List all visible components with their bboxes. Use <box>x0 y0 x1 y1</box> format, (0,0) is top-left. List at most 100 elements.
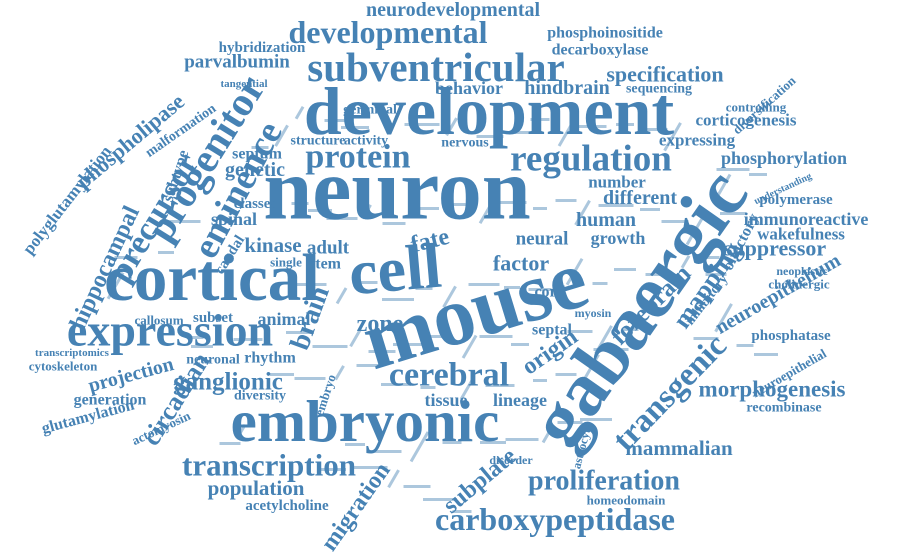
cloud-word-neuronal: neuronal <box>186 353 240 368</box>
filler-word-texture <box>567 330 593 333</box>
filler-word-texture <box>593 348 629 351</box>
cloud-word-polymerase: polymerase <box>759 192 833 208</box>
cloud-word-suppressor: suppressor <box>724 236 827 261</box>
filler-word-texture <box>693 337 719 340</box>
cloud-word-myosin: myosin <box>575 306 612 320</box>
cloud-word-mammalian: mammalian <box>625 436 733 460</box>
filler-word-texture <box>720 212 746 215</box>
cloud-word-zone: zone <box>357 311 404 337</box>
cloud-word-transcriptomics: transcriptomics <box>35 347 110 359</box>
cloud-word-carboxypeptidase: carboxypeptidase <box>435 501 675 537</box>
filler-word-texture <box>293 283 327 286</box>
cloud-word-acetylcholine: acetylcholine <box>245 498 329 514</box>
filler-word-texture <box>324 119 346 122</box>
cloud-word-cerebral: cerebral <box>389 357 509 394</box>
filler-word-texture <box>478 203 493 225</box>
cloud-word-developmental: developmental <box>288 14 487 50</box>
filler-word-texture <box>191 345 213 348</box>
cloud-word-neoplastic: neoplastic <box>776 264 828 278</box>
filler-word-texture <box>308 209 332 212</box>
cloud-word-septum: septum <box>232 146 282 163</box>
filler-word-texture <box>555 373 577 376</box>
filler-word-texture <box>318 468 346 471</box>
filler-word-texture <box>382 222 406 225</box>
filler-word-texture <box>423 498 457 501</box>
filler-word-texture <box>557 122 574 147</box>
filler-word-texture <box>680 254 691 269</box>
cloud-word-phosphatase: phosphatase <box>751 328 831 344</box>
filler-word-texture <box>592 282 608 285</box>
cloud-word-neurodevelopmental: neurodevelopmental <box>366 0 541 21</box>
filler-word-texture <box>420 386 436 389</box>
cloud-word-single: single <box>270 255 302 270</box>
filler-word-texture <box>393 343 427 346</box>
filler-word-texture <box>616 123 634 126</box>
cloud-word-sequencing: sequencing <box>626 82 692 97</box>
cloud-word-expression: expression <box>67 305 273 356</box>
cloud-word-genetic: genetic <box>225 159 285 181</box>
cloud-word-lineage: lineage <box>493 390 547 410</box>
cloud-word-growth: growth <box>591 228 646 248</box>
filler-word-texture <box>233 338 263 341</box>
cloud-word-projection: projection <box>86 353 176 397</box>
filler-word-texture <box>614 268 636 271</box>
cloud-word-parvalbumin: parvalbumin <box>184 52 290 73</box>
filler-word-texture <box>511 343 529 346</box>
filler-word-texture <box>479 335 513 338</box>
cloud-word-structure: structure <box>291 134 346 149</box>
filler-word-texture <box>749 173 767 176</box>
filler-word-texture <box>382 298 414 301</box>
filler-word-texture <box>445 117 458 137</box>
cloud-word-proliferation: proliferation <box>528 466 680 497</box>
cloud-word-spinal: spinal <box>211 209 257 229</box>
filler-word-texture <box>294 105 305 120</box>
filler-word-texture <box>528 288 552 291</box>
cloud-word-ganglionic: ganglionic <box>173 369 283 396</box>
filler-word-texture <box>274 124 289 147</box>
filler-word-texture <box>368 350 396 353</box>
filler-word-texture <box>565 258 584 286</box>
cloud-word-disorder: disorder <box>489 453 533 467</box>
filler-word-texture <box>468 283 500 286</box>
cloud-word-controlling: controlling <box>726 100 787 115</box>
filler-word-texture <box>594 325 613 355</box>
filler-word-texture <box>251 146 269 149</box>
cloud-word-human: human <box>576 209 636 231</box>
cloud-word-transcription: transcription <box>182 448 356 483</box>
filler-word-texture <box>169 220 201 223</box>
filler-word-texture <box>573 125 607 128</box>
cloud-word-polyglutamylation: polyglutamylation <box>19 142 116 258</box>
filler-word-texture <box>450 203 466 206</box>
filler-word-texture <box>583 353 600 380</box>
cloud-word-cord: cord <box>534 284 565 301</box>
filler-word-texture <box>415 287 433 290</box>
filler-word-texture <box>442 441 462 444</box>
cloud-word-corticogenesis: corticogenesis <box>695 111 796 130</box>
filler-word-texture <box>645 273 675 276</box>
filler-word-texture <box>557 421 583 424</box>
cloud-word-callosum: callosum <box>134 313 183 328</box>
filler-word-texture <box>533 379 547 382</box>
cloud-word-rhythm: rhythm <box>244 350 296 367</box>
filler-word-texture <box>716 168 750 171</box>
cloud-word-hybridization: hybridization <box>219 40 306 56</box>
filler-word-texture <box>663 122 682 152</box>
cloud-word-activity: activity <box>344 134 388 149</box>
filler-word-texture <box>700 256 720 259</box>
filler-word-texture <box>352 281 378 284</box>
cloud-word-factor: factor <box>493 251 549 276</box>
filler-word-texture <box>685 214 706 246</box>
filler-word-texture <box>499 131 533 134</box>
filler-word-texture <box>555 199 577 202</box>
cloud-word-phosphorylation: phosphorylation <box>721 148 847 168</box>
cloud-word-cell: cell <box>346 230 444 309</box>
filler-word-texture <box>335 287 348 305</box>
filler-word-texture <box>715 173 732 198</box>
filler-word-texture <box>219 442 241 445</box>
cloud-word-adult: adult <box>307 238 350 259</box>
cloud-word-phosphoinositide: phosphoinositide <box>547 25 663 42</box>
cloud-word-specification: specification <box>606 62 723 87</box>
filler-word-texture <box>374 450 402 453</box>
filler-word-texture <box>361 204 372 220</box>
